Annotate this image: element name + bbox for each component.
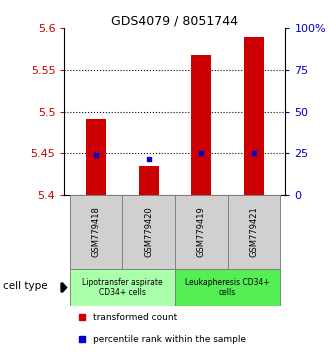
Text: GSM779418: GSM779418 <box>91 206 100 257</box>
Bar <box>86 119 106 195</box>
Bar <box>70 269 175 306</box>
Text: GSM779421: GSM779421 <box>249 207 258 257</box>
Title: GDS4079 / 8051744: GDS4079 / 8051744 <box>112 14 238 27</box>
Bar <box>191 55 211 195</box>
Text: GSM779420: GSM779420 <box>144 207 153 257</box>
Bar <box>244 37 264 195</box>
Text: percentile rank within the sample: percentile rank within the sample <box>93 335 246 344</box>
Text: GSM779419: GSM779419 <box>197 207 206 257</box>
Bar <box>139 166 159 195</box>
FancyBboxPatch shape <box>175 195 228 269</box>
FancyBboxPatch shape <box>122 195 175 269</box>
FancyBboxPatch shape <box>70 195 122 269</box>
FancyBboxPatch shape <box>228 195 280 269</box>
Text: Leukapheresis CD34+
cells: Leukapheresis CD34+ cells <box>185 278 270 297</box>
Text: transformed count: transformed count <box>93 313 177 322</box>
Text: Lipotransfer aspirate
CD34+ cells: Lipotransfer aspirate CD34+ cells <box>82 278 163 297</box>
Bar <box>175 269 280 306</box>
Text: cell type: cell type <box>3 281 48 291</box>
